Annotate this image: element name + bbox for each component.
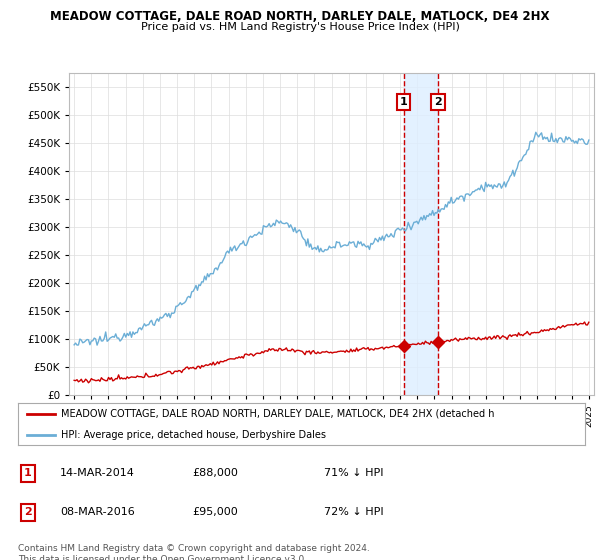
Text: Contains HM Land Registry data © Crown copyright and database right 2024.
This d: Contains HM Land Registry data © Crown c… bbox=[18, 544, 370, 560]
Text: 71% ↓ HPI: 71% ↓ HPI bbox=[324, 468, 383, 478]
Text: £95,000: £95,000 bbox=[192, 507, 238, 517]
Text: MEADOW COTTAGE, DALE ROAD NORTH, DARLEY DALE, MATLOCK, DE4 2HX (detached h: MEADOW COTTAGE, DALE ROAD NORTH, DARLEY … bbox=[61, 409, 494, 419]
Text: £88,000: £88,000 bbox=[192, 468, 238, 478]
Text: 08-MAR-2016: 08-MAR-2016 bbox=[60, 507, 135, 517]
Text: 1: 1 bbox=[24, 468, 32, 478]
Text: 2: 2 bbox=[24, 507, 32, 517]
Text: MEADOW COTTAGE, DALE ROAD NORTH, DARLEY DALE, MATLOCK, DE4 2HX: MEADOW COTTAGE, DALE ROAD NORTH, DARLEY … bbox=[50, 10, 550, 23]
Text: 1: 1 bbox=[400, 97, 407, 107]
Text: Price paid vs. HM Land Registry's House Price Index (HPI): Price paid vs. HM Land Registry's House … bbox=[140, 22, 460, 32]
Text: 2: 2 bbox=[434, 97, 442, 107]
Text: 72% ↓ HPI: 72% ↓ HPI bbox=[324, 507, 383, 517]
Bar bbox=[404, 73, 438, 395]
Text: HPI: Average price, detached house, Derbyshire Dales: HPI: Average price, detached house, Derb… bbox=[61, 430, 326, 440]
Text: 14-MAR-2014: 14-MAR-2014 bbox=[60, 468, 135, 478]
